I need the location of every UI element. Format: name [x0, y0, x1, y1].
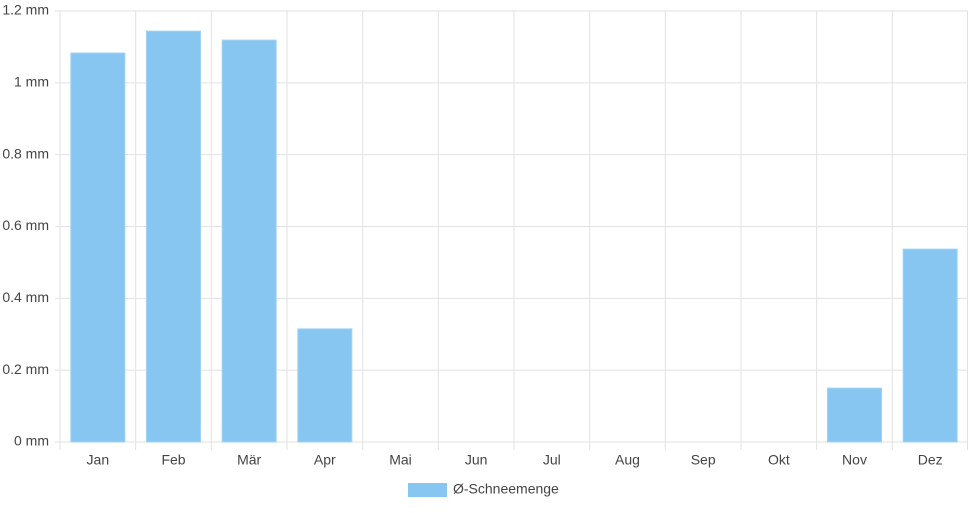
bar [297, 328, 353, 443]
x-tick-label: Aug [615, 452, 640, 468]
bar [902, 248, 958, 443]
x-tick-label: Nov [842, 452, 867, 468]
x-tick-label: Okt [768, 452, 790, 468]
y-tick-label: 0.6 mm [2, 217, 49, 233]
x-tick-label: Jun [465, 452, 488, 468]
x-tick-label: Dez [918, 452, 943, 468]
x-tick-label: Mär [237, 452, 261, 468]
bar [70, 52, 126, 443]
legend-swatch [408, 483, 447, 497]
x-tick-label: Sep [691, 452, 716, 468]
x-tick-label: Feb [161, 452, 185, 468]
bar [221, 39, 277, 443]
y-tick-label: 0.2 mm [2, 361, 49, 377]
x-tick-label: Jan [87, 452, 110, 468]
y-tick-label: 0.4 mm [2, 289, 49, 305]
x-tick-label: Apr [314, 452, 336, 468]
x-tick-label: Jul [543, 452, 561, 468]
bar [827, 387, 882, 443]
bar [146, 30, 201, 443]
x-tick-label: Mai [389, 452, 412, 468]
y-tick-label: 0.8 mm [2, 145, 49, 161]
y-tick-label: 1.2 mm [2, 2, 49, 18]
legend-label: Ø-Schneemenge [453, 481, 559, 497]
y-tick-label: 0 mm [14, 433, 49, 449]
y-tick-label: 1 mm [14, 74, 49, 90]
